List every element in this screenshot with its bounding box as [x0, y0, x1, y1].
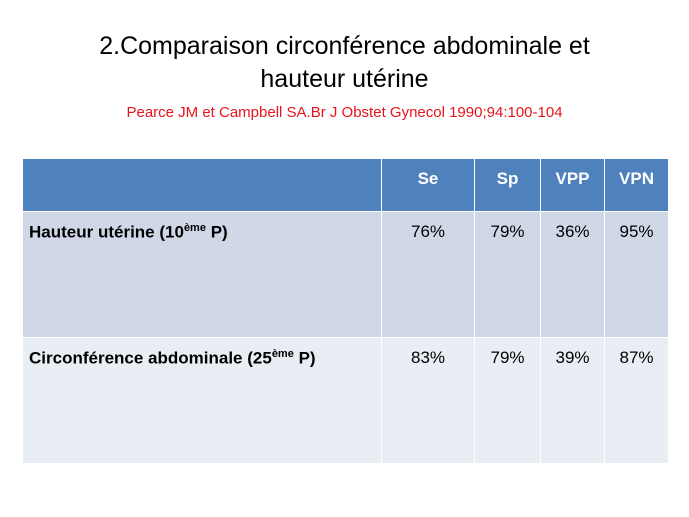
- results-table: Se Sp VPP VPN Hauteur utérine (10ème P) …: [22, 158, 669, 464]
- cell: 79%: [474, 211, 541, 338]
- header-cell: Sp: [474, 158, 541, 212]
- header-cell: VPP: [540, 158, 605, 212]
- title-line: 2.Comparaison circonférence abdominale e…: [99, 32, 590, 60]
- cell: 36%: [540, 211, 605, 338]
- cell: 95%: [604, 211, 669, 338]
- header-cell: Se: [381, 158, 475, 212]
- label-sup: ème: [271, 348, 294, 360]
- corner-cell: [22, 158, 382, 212]
- header-cell: VPN: [604, 158, 669, 212]
- row-label: Circonférence abdominale (25ème P): [22, 337, 382, 464]
- reference: Pearce JM et Campbell SA.Br J Obstet Gyn…: [126, 104, 563, 121]
- title: 2.Comparaison circonférence abdominale e…: [0, 30, 689, 96]
- row: Hauteur utérine (10ème P) 76% 79% 36% 95…: [22, 211, 669, 338]
- label-text: Circonférence abdominale (25: [29, 348, 272, 368]
- title-line: hauteur utérine: [260, 65, 429, 93]
- row: Circonférence abdominale (25ème P) 83% 7…: [22, 337, 669, 464]
- cell: 83%: [381, 337, 475, 464]
- label-text: P): [205, 222, 228, 242]
- cell: 87%: [604, 337, 669, 464]
- label-sup: ème: [183, 222, 206, 234]
- label-text: Hauteur utérine (10: [29, 222, 184, 242]
- label-text: P): [293, 348, 316, 368]
- header-row: Se Sp VPP VPN: [22, 158, 669, 212]
- row-label: Hauteur utérine (10ème P): [22, 211, 382, 338]
- cell: 76%: [381, 211, 475, 338]
- cell: 79%: [474, 337, 541, 464]
- cell: 39%: [540, 337, 605, 464]
